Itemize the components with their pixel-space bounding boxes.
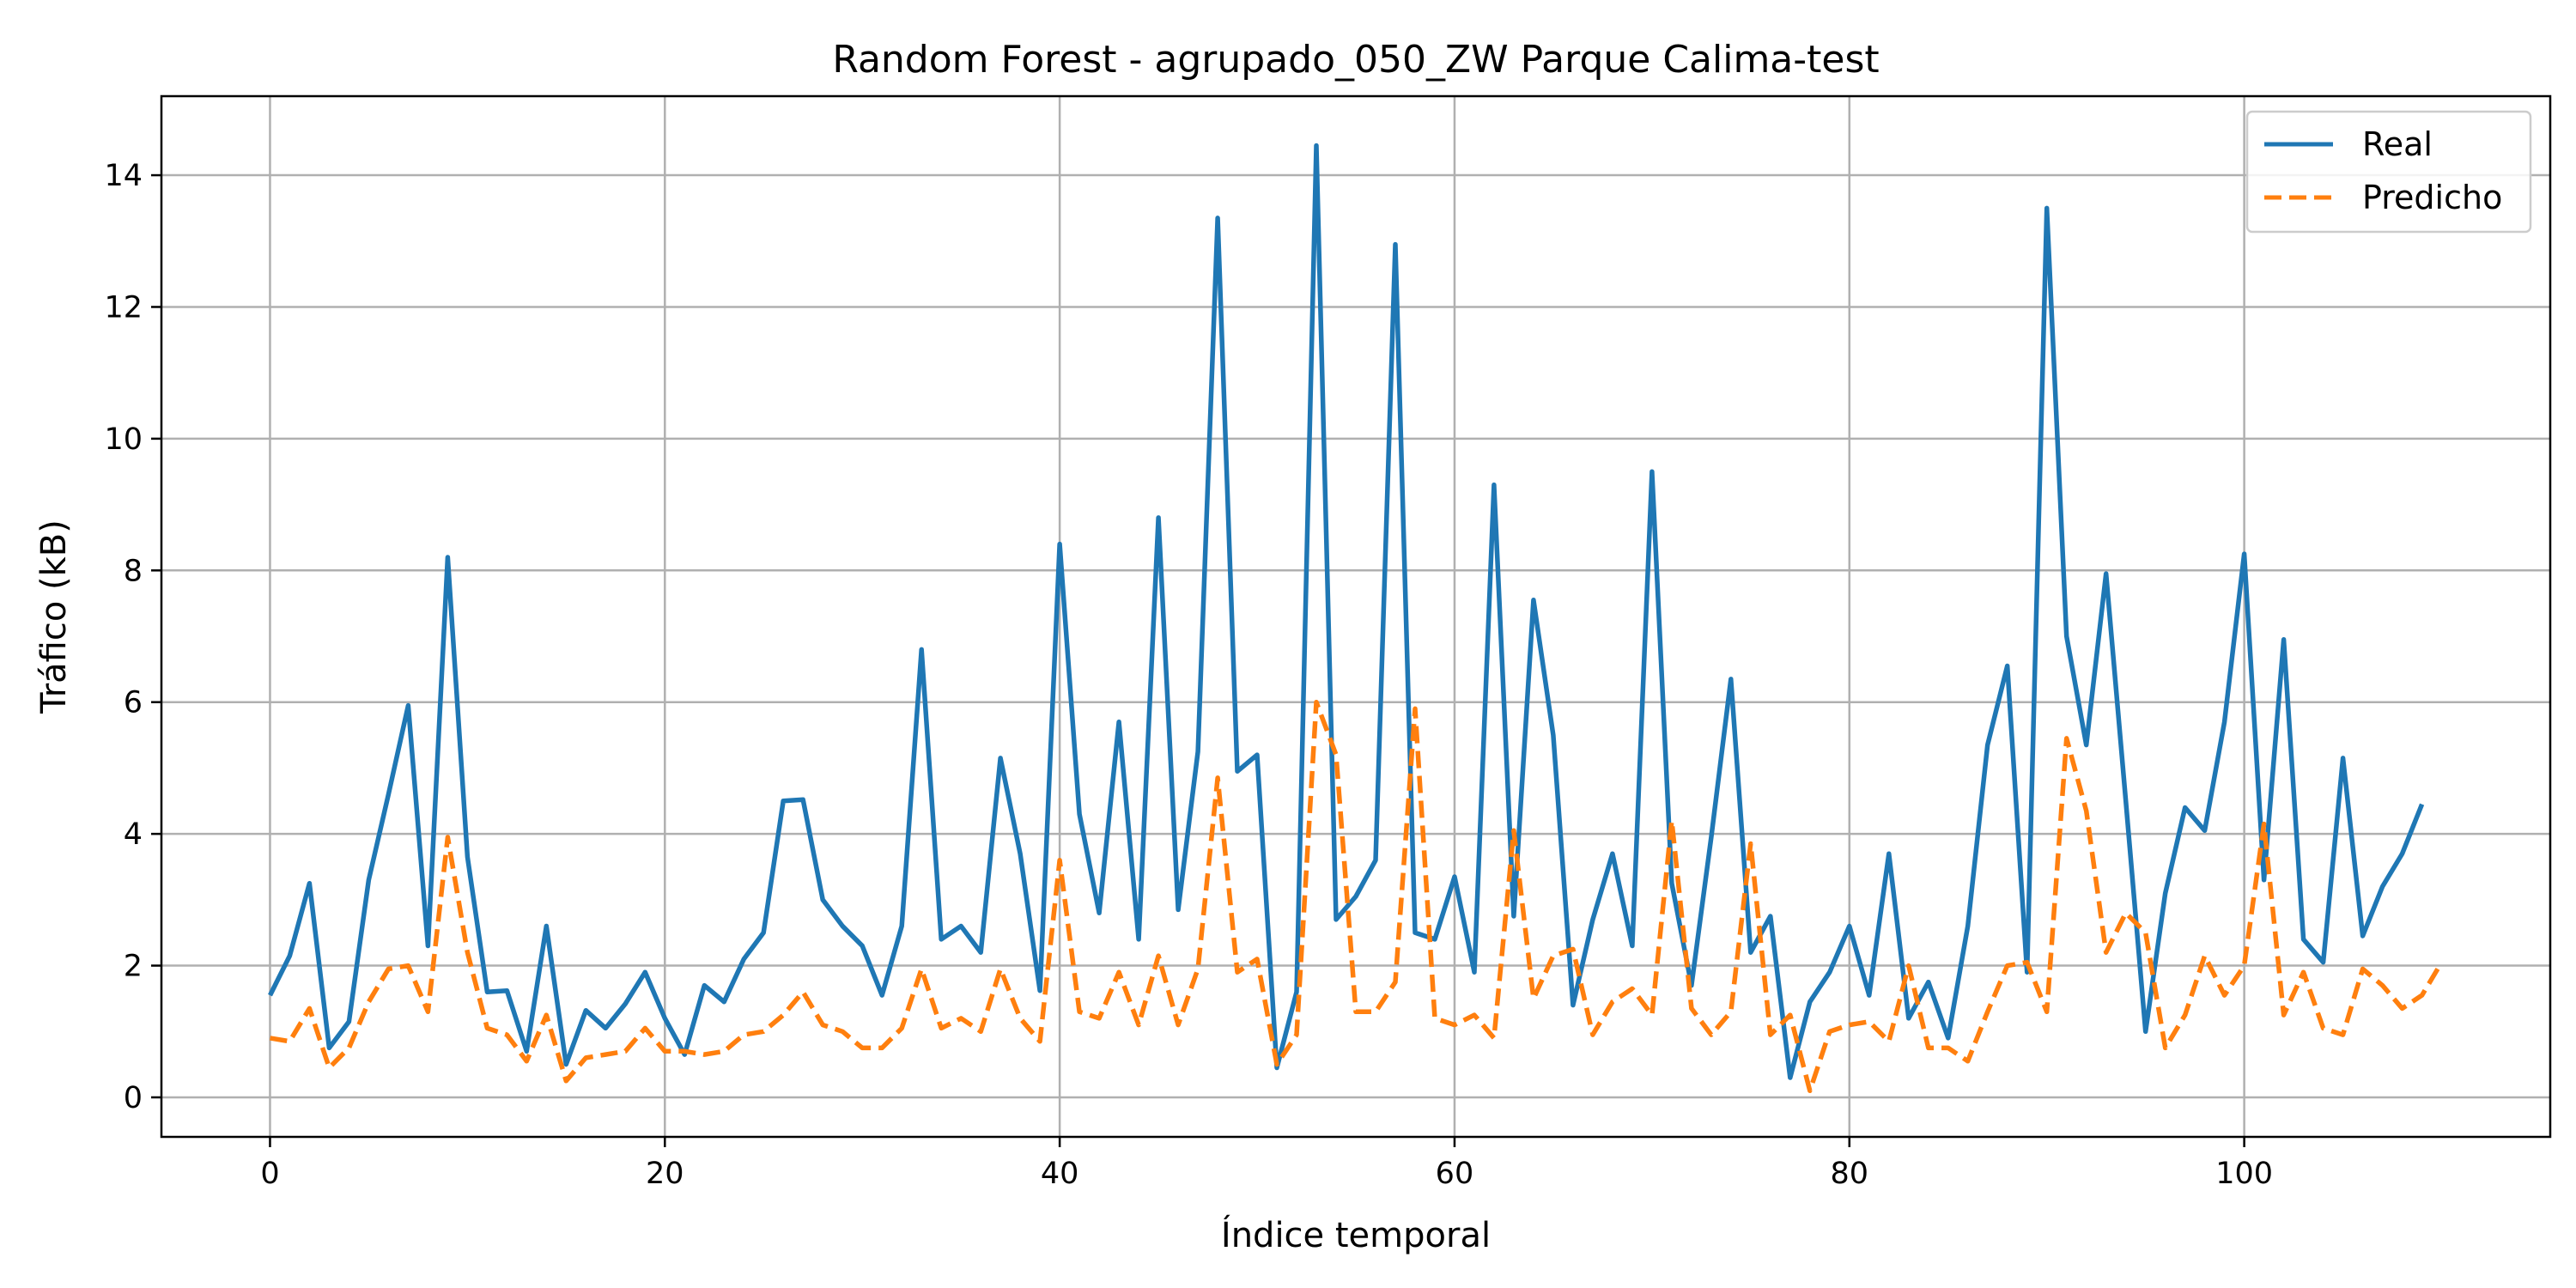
x-tick-label: 0 [260, 1157, 279, 1191]
series-line-real [268, 143, 2425, 1080]
y-tick-label: 10 [104, 422, 143, 457]
y-tick-label: 2 [124, 950, 143, 984]
legend-box [2245, 110, 2532, 234]
y-tick-label: 0 [124, 1081, 143, 1115]
x-tick-label: 80 [1831, 1157, 1869, 1191]
y-tick-label: 12 [104, 290, 143, 325]
y-axis-label: Tráfico (kB) [34, 519, 74, 714]
legend-label-real: Real [2362, 125, 2433, 163]
x-tick-label: 100 [2215, 1157, 2273, 1191]
plot-area [268, 143, 2444, 1094]
x-tick-label: 40 [1041, 1157, 1079, 1191]
series-line-predicho [270, 699, 2444, 1094]
x-axis-label: Índice temporal [1221, 1214, 1491, 1255]
y-tick-label: 8 [124, 554, 143, 588]
x-tick-label: 60 [1436, 1157, 1474, 1191]
y-tick-label: 6 [124, 686, 143, 720]
plot-frame [160, 94, 2552, 1139]
legend: Real Predicho [2245, 110, 2532, 234]
legend-label-predicho: Predicho [2362, 179, 2502, 216]
x-tick-label: 20 [646, 1157, 684, 1191]
y-tick-label: 14 [104, 159, 143, 193]
y-tick-label: 4 [124, 817, 143, 852]
axis-ticks: 0 20 40 60 80 100 0 2 4 6 8 10 12 14 [104, 159, 2273, 1191]
grid [161, 96, 2550, 1137]
chart-title: Random Forest - agrupado_050_ZW Parque C… [832, 38, 1879, 82]
